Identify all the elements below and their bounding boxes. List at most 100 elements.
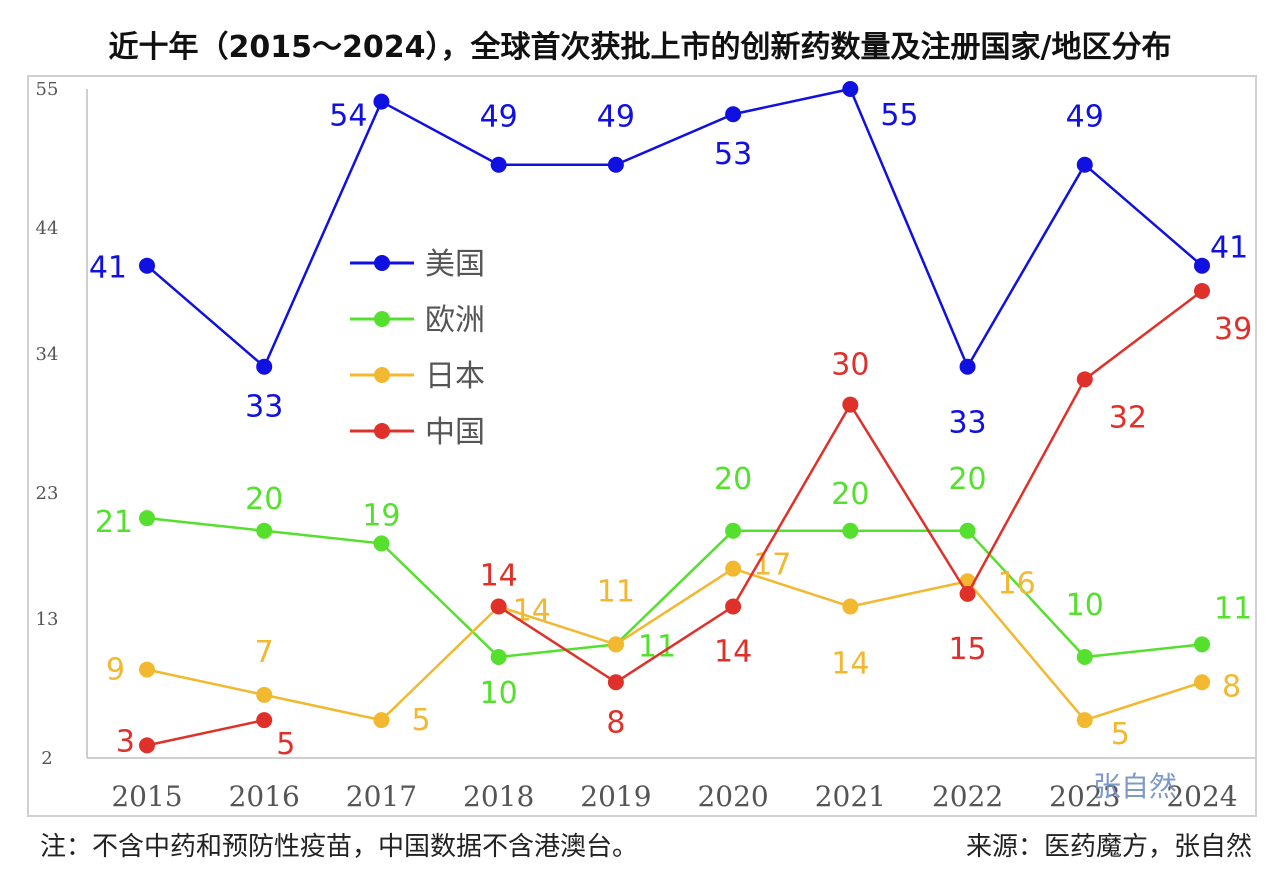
data-point xyxy=(842,522,859,539)
data-label: 14 xyxy=(714,635,752,670)
data-label: 20 xyxy=(714,462,752,497)
data-label: 3 xyxy=(116,724,135,759)
data-point xyxy=(725,522,742,539)
data-label: 17 xyxy=(753,548,791,583)
data-label: 5 xyxy=(411,703,430,738)
x-tick-label: 2023 xyxy=(1049,780,1120,813)
data-point xyxy=(139,257,155,274)
data-point xyxy=(1076,156,1093,173)
data-point xyxy=(607,156,624,173)
x-tick-label: 2015 xyxy=(111,780,182,813)
data-point xyxy=(256,358,273,375)
series-line xyxy=(146,516,1203,659)
chart-title: 近十年（2015～2024），全球首次获批上市的创新药数量及注册国家/地区分布 xyxy=(108,30,1172,65)
legend-label: 日本 xyxy=(425,359,485,394)
plot-frame xyxy=(27,75,1257,817)
x-tick-label: 2018 xyxy=(463,780,534,813)
data-label: 30 xyxy=(831,348,869,383)
data-point xyxy=(1194,636,1210,653)
data-point xyxy=(1194,282,1210,299)
data-point xyxy=(1076,712,1093,729)
x-tick-label: 2019 xyxy=(580,780,651,813)
data-label: 49 xyxy=(480,100,518,135)
legend-label: 美国 xyxy=(425,247,485,282)
data-label: 8 xyxy=(1222,669,1241,704)
data-point xyxy=(607,636,624,653)
y-tick-label: 55 xyxy=(36,79,59,100)
data-label: 32 xyxy=(1109,400,1147,435)
data-point xyxy=(373,93,390,110)
data-label: 14 xyxy=(513,594,551,629)
data-label: 9 xyxy=(106,653,125,688)
data-label: 7 xyxy=(255,635,274,670)
series-line xyxy=(146,87,1203,370)
legend-marker xyxy=(374,423,390,439)
data-point xyxy=(1076,371,1093,388)
data-point xyxy=(725,106,742,123)
data-point xyxy=(490,598,507,615)
y-tick-label: 34 xyxy=(36,344,59,365)
data-point xyxy=(139,737,155,754)
legend-label: 欧洲 xyxy=(425,303,485,338)
data-label: 15 xyxy=(948,632,986,667)
data-label: 53 xyxy=(714,137,752,172)
source-note: 来源：医药魔方，张自然 xyxy=(965,832,1252,862)
data-point xyxy=(959,585,976,602)
data-label: 33 xyxy=(948,406,986,441)
data-point xyxy=(725,598,742,615)
data-point xyxy=(256,712,273,729)
data-point xyxy=(139,661,155,678)
data-label: 10 xyxy=(480,676,518,711)
series-1: 21 20 19 10 11 20 20 20 10 11 xyxy=(95,462,1252,711)
data-point xyxy=(1076,649,1093,666)
data-point xyxy=(842,598,859,615)
data-point xyxy=(842,396,859,413)
data-label: 41 xyxy=(89,251,127,286)
data-point xyxy=(959,522,976,539)
series-3: 3 5 14 8 14 30 15 32 39 xyxy=(116,282,1252,762)
data-label: 41 xyxy=(1210,231,1248,266)
series-line xyxy=(146,567,1203,722)
data-point xyxy=(842,81,859,97)
legend-label: 中国 xyxy=(425,415,485,450)
data-point xyxy=(607,674,624,691)
data-label: 49 xyxy=(1066,100,1104,135)
data-label: 55 xyxy=(880,98,918,133)
data-label: 21 xyxy=(95,505,133,540)
footnote: 注：不含中药和预防性疫苗，中国数据不含港澳台。 xyxy=(40,832,639,862)
data-point xyxy=(373,535,390,552)
data-point xyxy=(490,156,507,173)
data-label: 8 xyxy=(606,705,625,740)
data-point xyxy=(256,686,273,703)
y-tick-label: 23 xyxy=(36,483,59,504)
data-label: 10 xyxy=(1066,588,1104,623)
legend-marker xyxy=(374,367,390,383)
series-0: 41 33 54 49 49 53 55 33 49 41 xyxy=(89,81,1248,441)
data-label: 19 xyxy=(362,498,400,533)
x-tick-label: 2017 xyxy=(346,780,417,813)
y-tick-label: 13 xyxy=(36,609,59,630)
data-label: 16 xyxy=(998,566,1036,601)
series-2: 9 7 5 14 11 17 14 16 5 8 xyxy=(106,548,1241,752)
watermark-text: 张自然 xyxy=(1093,770,1178,803)
data-point xyxy=(256,522,273,539)
y-tick-label: 2 xyxy=(41,748,52,769)
data-point xyxy=(490,649,507,666)
data-point xyxy=(1194,257,1210,274)
data-point xyxy=(1194,674,1210,691)
data-label: 14 xyxy=(480,559,518,594)
data-label: 33 xyxy=(245,390,283,425)
data-point xyxy=(725,560,742,577)
data-label: 11 xyxy=(1214,591,1252,626)
legend-marker xyxy=(374,311,390,327)
data-label: 39 xyxy=(1214,312,1252,347)
x-tick-label: 2024 xyxy=(1166,780,1237,813)
data-label: 20 xyxy=(245,482,283,517)
data-label: 20 xyxy=(831,477,869,512)
data-label: 11 xyxy=(597,574,635,609)
data-label: 49 xyxy=(597,100,635,135)
data-label: 5 xyxy=(276,727,295,762)
